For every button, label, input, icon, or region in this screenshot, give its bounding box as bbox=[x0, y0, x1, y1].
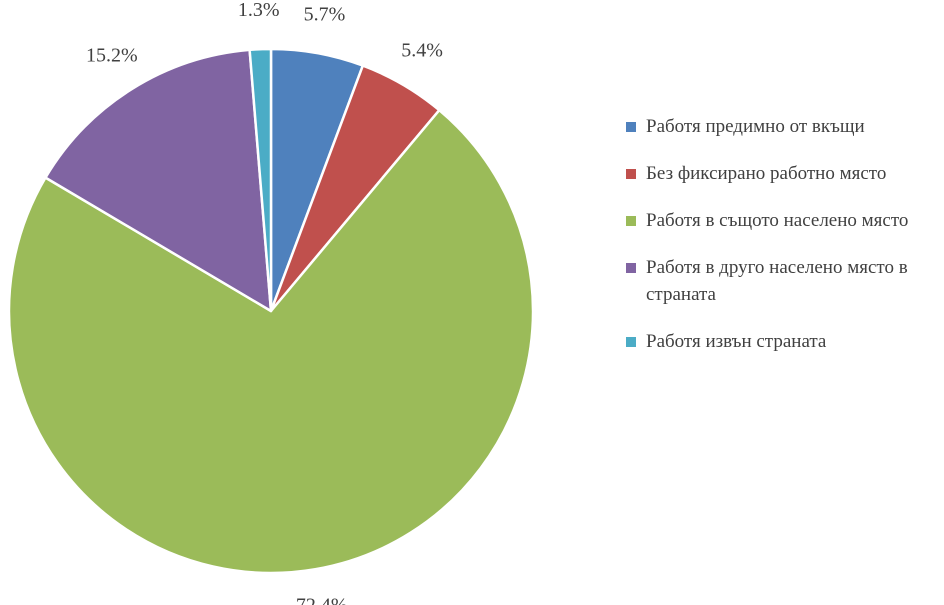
legend-item: Работя предимно от вкъщи bbox=[626, 113, 942, 140]
legend-swatch bbox=[626, 169, 636, 179]
data-label: 5.4% bbox=[401, 39, 443, 61]
legend-label: Без фиксирано работно място bbox=[646, 163, 887, 184]
data-label: 5.7% bbox=[304, 3, 346, 25]
legend-swatch bbox=[626, 337, 636, 347]
legend-label: Работя в същото населено място bbox=[646, 210, 909, 231]
legend: Работя предимно от вкъщи Без фиксирано ра… bbox=[626, 113, 942, 375]
legend-item: Без фиксирано работно място bbox=[626, 160, 942, 187]
legend-label: Работя в друго населено място в страната bbox=[646, 257, 908, 305]
pie-slice bbox=[248, 47, 273, 313]
legend-item: Работя в същото населено място bbox=[626, 207, 942, 234]
legend-label: Работя извън страната bbox=[646, 331, 827, 352]
data-label: 1.3% bbox=[238, 0, 280, 21]
legend-item: Работя извън страната bbox=[626, 328, 942, 355]
legend-swatch bbox=[626, 216, 636, 226]
data-label: 72.4% bbox=[296, 594, 348, 605]
legend-label: Работя предимно от вкъщи bbox=[646, 116, 865, 137]
legend-item: Работя в друго населено място в страната bbox=[626, 254, 942, 308]
legend-swatch bbox=[626, 122, 636, 132]
data-label: 15.2% bbox=[86, 44, 138, 66]
legend-swatch bbox=[626, 263, 636, 273]
pie-slice bbox=[44, 48, 273, 313]
pie-slice bbox=[7, 108, 535, 575]
